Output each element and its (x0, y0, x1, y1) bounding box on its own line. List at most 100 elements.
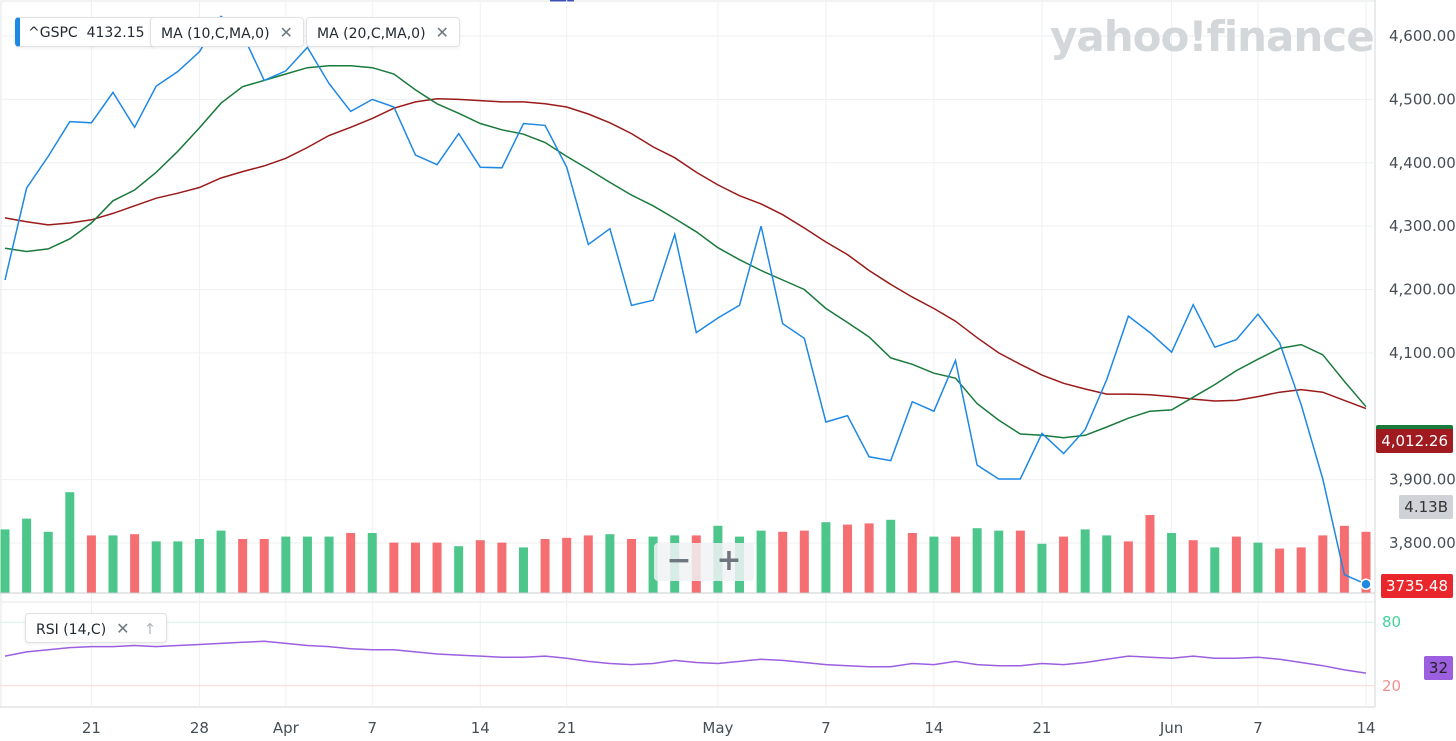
x-tick-label-12: 14 (1356, 719, 1375, 737)
ticker-legend[interactable]: ^GSPC 4132.15 (15, 17, 156, 47)
volume-bar-45 (972, 528, 982, 593)
volume-bar-9 (194, 539, 204, 593)
x-tick-label-7: 7 (821, 719, 831, 737)
volume-bar-39 (843, 524, 853, 593)
volume-bar-49 (1059, 536, 1069, 593)
volume-bar-62 (1339, 525, 1349, 593)
series-line-2 (4, 97, 1367, 410)
rsi-panel-frame (0, 601, 1376, 708)
ticker-value: 4132.15 (86, 25, 145, 41)
x-tick-label-8: 14 (924, 719, 943, 737)
volume-bar-46 (994, 530, 1004, 593)
y-tick-label-5: 4,100.00 (1389, 344, 1456, 362)
y-tick-label-0: 4,600.00 (1389, 27, 1456, 45)
ma20-value-badge: 4,012.26 (1376, 425, 1453, 453)
price-value-badge: 3735.48 (1380, 574, 1453, 598)
volume-bar-11 (238, 539, 248, 593)
volume-bar-35 (756, 530, 766, 593)
volume-bar-1 (22, 518, 32, 593)
volume-bar-51 (1102, 535, 1112, 593)
volume-bar-29 (626, 539, 636, 593)
x-tick-label-6: May (702, 719, 733, 737)
y-tick-label-1: 4,500.00 (1389, 90, 1456, 108)
ma20-label: MA (20,C,MA,0) (317, 26, 426, 42)
yahoo-finance-watermark: yahoo!finance (1050, 12, 1375, 61)
x-tick-label-5: 21 (557, 719, 576, 737)
volume-bar-58 (1253, 542, 1263, 593)
volume-bar-56 (1210, 547, 1220, 593)
volume-bar-18 (389, 542, 399, 593)
volume-bar-26 (562, 537, 572, 593)
volume-bar-60 (1296, 547, 1306, 593)
volume-bar-22 (475, 540, 485, 593)
remove-rsi-icon[interactable]: ✕ (116, 619, 130, 638)
volume-bar-19 (410, 542, 420, 593)
volume-bar-48 (1037, 543, 1047, 593)
volume-bar-30 (648, 536, 658, 593)
volume-bar-5 (108, 535, 118, 593)
volume-bar-44 (951, 536, 961, 593)
volume-bar-8 (173, 541, 183, 593)
x-tick-label-3: 7 (367, 719, 377, 737)
x-tick-label-9: 21 (1032, 719, 1051, 737)
volume-bar-16 (346, 533, 356, 593)
volume-bar-14 (302, 536, 312, 593)
x-tick-label-4: 14 (471, 719, 490, 737)
volume-bar-47 (1015, 530, 1025, 593)
volume-bar-21 (454, 546, 464, 593)
y-tick-label-6: 3,900.00 (1389, 471, 1456, 489)
x-tick-label-0: 21 (82, 719, 101, 737)
y-tick-label-3: 4,300.00 (1389, 217, 1456, 235)
rsi-level-20: 20 (1382, 677, 1401, 695)
volume-bar-6 (130, 534, 140, 593)
move-up-icon[interactable]: ↑ (143, 620, 157, 638)
volume-bar-38 (821, 522, 831, 593)
ma10-legend[interactable]: MA (10,C,MA,0) ✕ (150, 17, 304, 47)
volume-bar-36 (778, 531, 788, 593)
volume-bar-17 (367, 533, 377, 593)
x-tick-label-2: Apr (273, 719, 300, 737)
x-tick-label-10: Jun (1159, 719, 1183, 737)
volume-bar-52 (1123, 541, 1133, 593)
rsi-legend[interactable]: RSI (14,C) ✕ ↑ (25, 613, 168, 643)
volume-bar-59 (1275, 548, 1285, 593)
last-price-point (1360, 578, 1372, 590)
volume-bar-41 (886, 519, 896, 593)
volume-bar-25 (540, 539, 550, 593)
volume-bar-12 (259, 539, 269, 593)
series-line-0 (4, 15, 1367, 585)
volume-bar-7 (151, 541, 161, 593)
zoom-controls: − + (654, 543, 754, 581)
rsi-level-80: 80 (1382, 613, 1401, 631)
volume-bar-43 (929, 536, 939, 593)
ma20-legend[interactable]: MA (20,C,MA,0) ✕ (306, 17, 460, 47)
volume-bar-4 (86, 535, 96, 593)
volume-bar-10 (216, 530, 226, 593)
volume-bar-20 (432, 542, 442, 593)
rsi-label: RSI (14,C) (36, 622, 107, 638)
x-tick-label-1: 28 (190, 719, 209, 737)
remove-ma10-icon[interactable]: ✕ (279, 23, 293, 42)
volume-bar-40 (864, 523, 874, 593)
volume-bar-63 (1361, 531, 1371, 593)
volume-bar-37 (799, 530, 809, 593)
volume-bar-28 (605, 534, 615, 593)
price-panel-frame (0, 0, 1376, 603)
ticker-symbol: ^GSPC (28, 25, 78, 41)
volume-bar-55 (1188, 540, 1198, 593)
zoom-in-button[interactable]: + (716, 543, 742, 578)
volume-bar-27 (583, 535, 593, 593)
remove-ma20-icon[interactable]: ✕ (435, 23, 449, 42)
volume-bar-53 (1145, 515, 1155, 593)
volume-bar-0 (0, 529, 10, 593)
zoom-out-button[interactable]: − (666, 543, 692, 578)
x-tick-label-11: 7 (1253, 719, 1263, 737)
series-line-1 (4, 65, 1367, 439)
volume-bar-42 (907, 533, 917, 593)
volume-value-badge: 4.13B (1399, 495, 1453, 519)
volume-bar-61 (1318, 535, 1328, 593)
y-tick-label-7: 3,800.00 (1389, 534, 1456, 552)
rsi-value-badge: 32 (1423, 656, 1453, 680)
rsi-line (4, 640, 1367, 674)
